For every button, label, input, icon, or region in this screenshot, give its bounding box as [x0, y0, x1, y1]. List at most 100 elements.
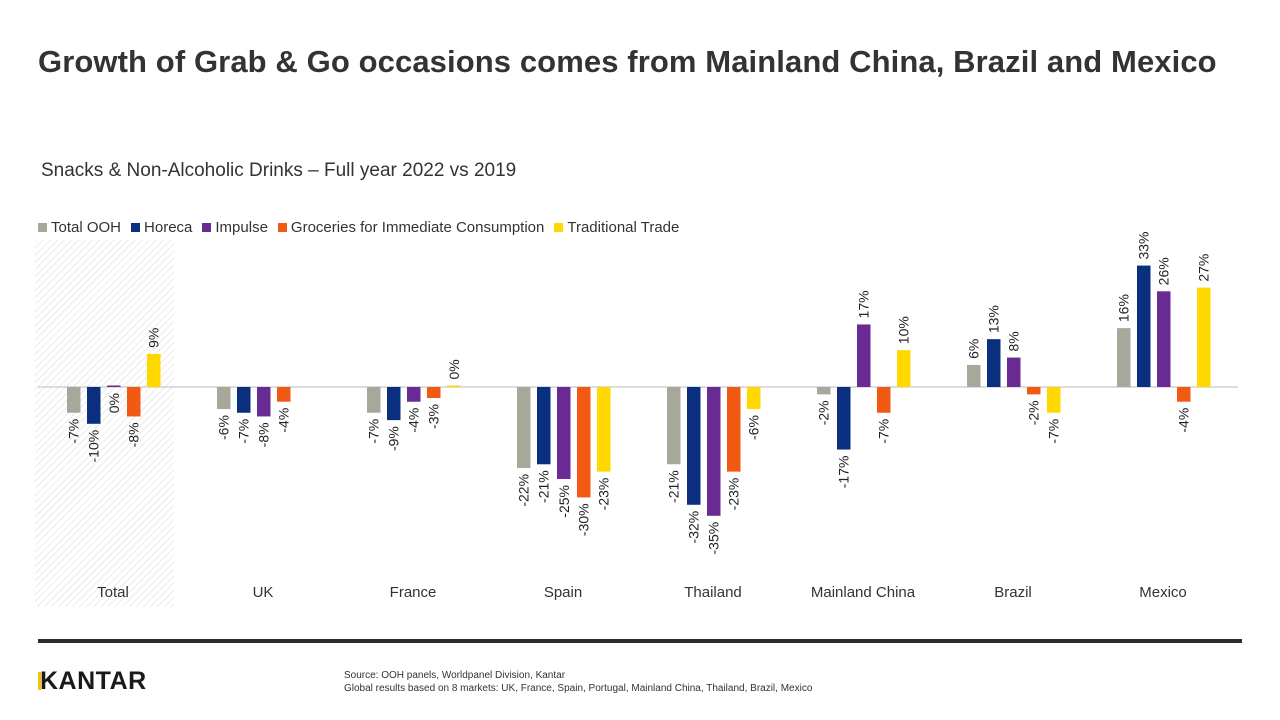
footer-divider	[38, 639, 1242, 643]
bar-horeca-france	[387, 387, 401, 421]
source-line-2: Global results based on 8 markets: UK, F…	[344, 683, 813, 694]
category-label-france: France	[390, 584, 437, 601]
bar-impulse-brazil	[1007, 357, 1021, 387]
legend-item-traditional-trade: Traditional Trade	[554, 219, 679, 236]
data-label-total-ooh-mexico: 16%	[1116, 294, 1132, 322]
legend-item-groceries: Groceries for Immediate Consumption	[277, 219, 545, 236]
legend-label-horeca: Horeca	[144, 219, 193, 236]
bar-impulse-total	[107, 385, 121, 387]
bar-groceries-for-immediate-consumption-thailand	[727, 387, 741, 472]
data-label-total-ooh-spain: -22%	[516, 474, 532, 507]
data-label-impulse-brazil: 8%	[1006, 331, 1022, 351]
bar-traditional-trade-total	[147, 353, 161, 387]
bar-traditional-trade-mexico	[1197, 287, 1211, 387]
data-label-traditional-trade-total: 9%	[146, 328, 162, 348]
data-label-horeca-mexico: 33%	[1136, 232, 1152, 260]
bar-horeca-brazil	[987, 339, 1001, 387]
data-label-groceries-for-immediate-consumption-mexico: -4%	[1176, 408, 1192, 433]
data-label-horeca-mainland-china: -17%	[836, 456, 852, 489]
bar-groceries-for-immediate-consumption-brazil	[1027, 387, 1041, 395]
legend-swatch-groceries	[277, 223, 287, 232]
data-label-horeca-brazil: 13%	[986, 305, 1002, 333]
legend-item-total-ooh: Total OOH	[38, 219, 121, 236]
bar-total-ooh-mainland-china	[817, 387, 831, 395]
bar-traditional-trade-france	[447, 385, 461, 387]
highlight-band-total	[35, 240, 174, 607]
data-label-groceries-for-immediate-consumption-total: -8%	[126, 422, 142, 447]
data-label-groceries-for-immediate-consumption-france: -3%	[426, 404, 442, 429]
data-label-impulse-thailand: -35%	[706, 522, 722, 555]
bar-traditional-trade-spain	[597, 387, 611, 472]
data-label-groceries-for-immediate-consumption-uk: -4%	[276, 408, 292, 433]
data-label-impulse-mainland-china: 17%	[856, 290, 872, 318]
bar-horeca-uk	[237, 387, 251, 413]
bar-traditional-trade-thailand	[747, 387, 761, 410]
bar-total-ooh-spain	[517, 387, 531, 468]
source-note: Source: OOH panels, Worldpanel Division,…	[344, 669, 812, 695]
bar-total-ooh-mexico	[1117, 328, 1131, 387]
legend-label-total-ooh: Total OOH	[51, 219, 122, 236]
legend-label-groceries: Groceries for Immediate Consumption	[290, 219, 545, 236]
data-label-horeca-france: -9%	[386, 426, 402, 451]
bar-horeca-thailand	[687, 387, 701, 505]
bar-groceries-for-immediate-consumption-spain	[577, 387, 591, 498]
bar-impulse-spain	[557, 387, 571, 479]
bar-chart: Total-7% -10%0%-8%9%UK-6% -7% -8%-4%France-…	[35, 232, 1238, 607]
data-label-traditional-trade-mexico: 27%	[1196, 254, 1212, 282]
data-label-traditional-trade-brazil: -7%	[1046, 419, 1062, 444]
bar-horeca-mainland-china	[837, 387, 851, 450]
data-label-total-ooh-brazil: 6%	[966, 339, 982, 359]
legend-swatch-impulse	[202, 223, 212, 232]
data-label-traditional-trade-france: 0%	[446, 359, 462, 379]
data-label-horeca-spain: -21%	[536, 470, 552, 503]
bar-groceries-for-immediate-consumption-france	[427, 387, 441, 399]
category-label-thailand: Thailand	[684, 584, 742, 601]
category-label-mainland-china: Mainland China	[811, 584, 916, 601]
data-label-horeca-thailand: -32%	[686, 511, 702, 544]
bar-groceries-for-immediate-consumption-total	[127, 387, 141, 417]
data-label-impulse-mexico: 26%	[1156, 257, 1172, 285]
bar-total-ooh-france	[367, 387, 381, 413]
data-label-traditional-trade-spain: -23%	[596, 478, 612, 511]
brand-logo-accent	[38, 672, 41, 690]
bar-traditional-trade-brazil	[1047, 387, 1061, 413]
bar-total-ooh-uk	[217, 387, 231, 410]
bar-impulse-uk	[257, 387, 271, 417]
category-label-total: Total	[97, 584, 129, 601]
data-label-groceries-for-immediate-consumption-mainland-china: -7%	[876, 419, 892, 444]
bar-groceries-for-immediate-consumption-mexico	[1177, 387, 1191, 402]
data-label-total-ooh-mainland-china: -2%	[816, 400, 832, 425]
data-label-total-ooh-uk: -6%	[216, 415, 232, 440]
data-label-impulse-france: -4%	[406, 408, 422, 433]
legend-item-impulse: Impulse	[202, 219, 268, 236]
category-label-spain: Spain	[544, 584, 582, 601]
data-label-total-ooh-total: -7%	[66, 419, 82, 444]
page-title: Growth of Grab & Go occasions comes from…	[38, 44, 1217, 79]
category-label-mexico: Mexico	[1139, 584, 1187, 601]
legend-label-traditional-trade: Traditional Trade	[567, 219, 680, 236]
bar-traditional-trade-mainland-china	[897, 350, 911, 387]
data-label-groceries-for-immediate-consumption-spain: -30%	[576, 503, 592, 536]
bar-total-ooh-total	[67, 387, 81, 413]
data-label-horeca-uk: -7%	[236, 419, 252, 444]
bar-impulse-mexico	[1157, 291, 1171, 387]
chart-subtitle: Snacks & Non-Alcoholic Drinks – Full yea…	[41, 160, 517, 181]
bar-total-ooh-brazil	[967, 364, 981, 387]
bar-impulse-france	[407, 387, 421, 402]
legend-swatch-horeca	[131, 223, 141, 232]
bar-groceries-for-immediate-consumption-mainland-china	[877, 387, 891, 413]
data-label-impulse-total: 0%	[106, 393, 122, 413]
data-label-traditional-trade-mainland-china: 10%	[896, 316, 912, 344]
bar-horeca-spain	[537, 387, 551, 465]
category-label-uk: UK	[253, 584, 274, 601]
bar-total-ooh-thailand	[667, 387, 681, 465]
bar-impulse-thailand	[707, 387, 721, 516]
source-line-1: Source: OOH panels, Worldpanel Division,…	[344, 670, 566, 681]
category-label-brazil: Brazil	[994, 584, 1032, 601]
data-label-groceries-for-immediate-consumption-thailand: -23%	[726, 478, 742, 511]
legend-label-impulse: Impulse	[215, 219, 268, 236]
data-label-horeca-total: -10%	[86, 430, 102, 463]
legend-swatch-traditional-trade	[554, 223, 564, 232]
data-label-total-ooh-france: -7%	[366, 419, 382, 444]
chart-legend: Total OOH Horeca Impulse Groceries for I…	[38, 219, 689, 236]
